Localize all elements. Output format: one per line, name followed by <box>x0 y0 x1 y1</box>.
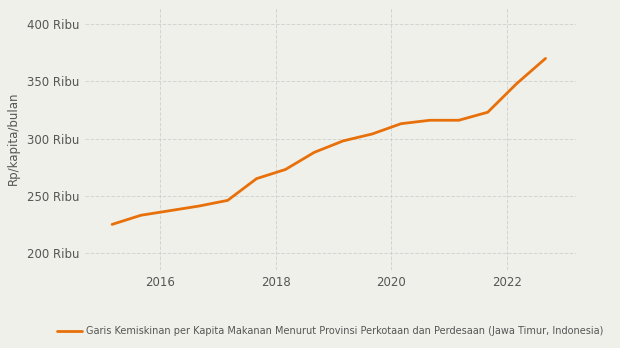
Y-axis label: Rp/kapita/bulan: Rp/kapita/bulan <box>7 92 20 185</box>
Garis Kemiskinan per Kapita Makanan Menurut Provinsi Perkotaan dan Perdesaan (Jawa Timur, Indonesia) <box>224 198 231 203</box>
Legend: Garis Kemiskinan per Kapita Makanan Menurut Provinsi Perkotaan dan Perdesaan (Ja: Garis Kemiskinan per Kapita Makanan Menu… <box>53 323 608 340</box>
Garis Kemiskinan per Kapita Makanan Menurut Provinsi Perkotaan dan Perdesaan (Jawa Timur, Indonesia) <box>542 56 549 61</box>
Line: Garis Kemiskinan per Kapita Makanan Menurut Provinsi Perkotaan dan Perdesaan (Jawa Timur, Indonesia): Garis Kemiskinan per Kapita Makanan Menu… <box>112 58 546 224</box>
Garis Kemiskinan per Kapita Makanan Menurut Provinsi Perkotaan dan Perdesaan (Jawa Timur, Indonesia) <box>484 110 492 114</box>
Garis Kemiskinan per Kapita Makanan Menurut Provinsi Perkotaan dan Perdesaan (Jawa Timur, Indonesia) <box>108 222 116 227</box>
Garis Kemiskinan per Kapita Makanan Menurut Provinsi Perkotaan dan Perdesaan (Jawa Timur, Indonesia) <box>397 121 405 126</box>
Garis Kemiskinan per Kapita Makanan Menurut Provinsi Perkotaan dan Perdesaan (Jawa Timur, Indonesia) <box>513 81 520 86</box>
Garis Kemiskinan per Kapita Makanan Menurut Provinsi Perkotaan dan Perdesaan (Jawa Timur, Indonesia) <box>340 139 347 143</box>
Garis Kemiskinan per Kapita Makanan Menurut Provinsi Perkotaan dan Perdesaan (Jawa Timur, Indonesia) <box>455 118 463 122</box>
Garis Kemiskinan per Kapita Makanan Menurut Provinsi Perkotaan dan Perdesaan (Jawa Timur, Indonesia) <box>368 132 376 136</box>
Garis Kemiskinan per Kapita Makanan Menurut Provinsi Perkotaan dan Perdesaan (Jawa Timur, Indonesia) <box>311 150 318 155</box>
Garis Kemiskinan per Kapita Makanan Menurut Provinsi Perkotaan dan Perdesaan (Jawa Timur, Indonesia) <box>426 118 433 122</box>
Garis Kemiskinan per Kapita Makanan Menurut Provinsi Perkotaan dan Perdesaan (Jawa Timur, Indonesia) <box>253 176 260 181</box>
Garis Kemiskinan per Kapita Makanan Menurut Provinsi Perkotaan dan Perdesaan (Jawa Timur, Indonesia) <box>166 208 174 213</box>
Garis Kemiskinan per Kapita Makanan Menurut Provinsi Perkotaan dan Perdesaan (Jawa Timur, Indonesia) <box>195 204 203 208</box>
Garis Kemiskinan per Kapita Makanan Menurut Provinsi Perkotaan dan Perdesaan (Jawa Timur, Indonesia) <box>281 167 289 172</box>
Garis Kemiskinan per Kapita Makanan Menurut Provinsi Perkotaan dan Perdesaan (Jawa Timur, Indonesia) <box>137 213 144 218</box>
